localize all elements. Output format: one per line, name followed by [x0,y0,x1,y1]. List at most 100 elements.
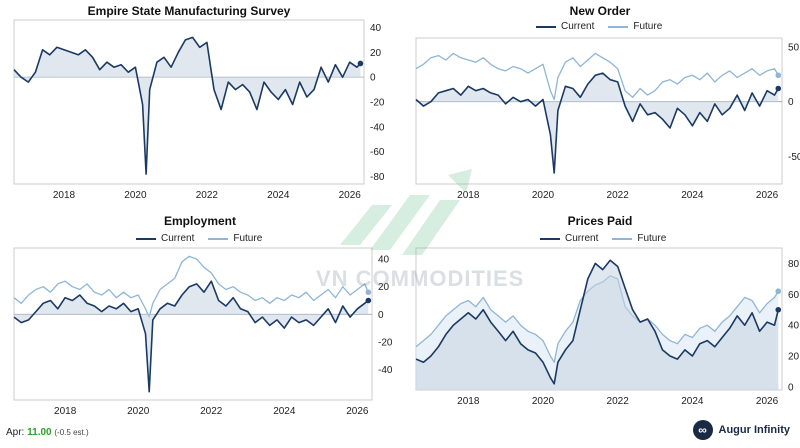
plot-prices-paid: 2018 2020 2022 2024 2026 80 60 40 20 0 [415,247,800,407]
series-last-point-future [775,72,782,79]
x-tick-label: 2024 [681,396,704,407]
plot-empire-state: 2018 2020 2022 2024 2026 40 20 0 -20 -40 -60 -80 [13,19,385,201]
series-line-future [13,255,369,318]
chart-title: Prices Paid [567,214,633,228]
plot-new-order: 2018 2020 2022 2024 2026 50 0 -50 [415,37,800,201]
y-tick-label: -50 [788,152,800,163]
series-line-current [13,36,361,175]
x-tick-label: 2018 [457,190,480,201]
legend-future: Future [608,21,662,32]
series-line-current [415,259,780,385]
y-tick-label: 40 [370,23,382,34]
latest-label: Apr: [6,427,25,438]
plot-frame [415,37,783,185]
series-last-point-future [775,288,782,295]
y-tick-label: 80 [788,259,800,270]
x-tick-label: 2026 [756,190,779,201]
chart-legend: Current Future [540,233,666,244]
legend-swatch-current [536,25,556,28]
legend-label: Current [161,233,195,244]
x-tick-label: 2022 [200,406,223,417]
y-tick-label: -40 [370,122,385,133]
series-line-current [415,72,779,174]
x-tick-label: 2020 [127,406,150,417]
series-line-future [415,52,779,101]
chart-empire-state: Empire State Manufacturing Survey 2018 20… [0,0,400,210]
latest-value: Apr: 11.00 (-0.5 est.) [6,427,89,438]
legend-swatch-future [612,237,633,240]
latest-estimate: (-0.5 est.) [54,428,89,437]
y-tick-label: 0 [788,97,794,108]
legend-swatch-future [208,237,229,240]
chart-title: Employment [163,214,236,228]
y-tick-label: -40 [378,365,393,376]
series-last-point-current [775,85,782,92]
y-tick-label: 0 [378,310,384,321]
series-last-point-current [365,297,372,304]
x-tick-label: 2024 [681,190,704,201]
latest-number: 11.00 [27,427,52,438]
legend-future: Future [612,233,666,244]
plot-frame [13,247,373,401]
legend-label: Future [233,233,263,244]
x-tick-label: 2022 [607,396,630,407]
chart-new-order: New Order Current Future 2018 2020 2022 202… [400,0,800,210]
x-tick-label: 2026 [339,190,362,201]
x-tick-label: 2024 [273,406,296,417]
x-tick-label: 2022 [196,190,219,201]
series-last-point-future [365,289,372,296]
chart-title: New Order [569,4,631,18]
legend-current: Current [540,233,598,244]
legend-label: Future [633,21,663,32]
y-tick-label: 40 [378,255,390,266]
y-tick-label: 20 [788,352,800,363]
brand-name: Augur Infinity [718,424,791,436]
y-tick-label: 0 [788,382,794,393]
chart-prices-paid: Prices Paid Current Future 2018 2020 2022 2… [400,210,800,420]
legend-swatch-future [608,25,629,28]
x-tick-label: 2026 [756,396,779,407]
x-tick-label: 2020 [532,190,555,201]
y-tick-label: -60 [370,147,385,158]
legend-label: Future [637,233,667,244]
chart-title: Empire State Manufacturing Survey [87,4,291,18]
y-tick-label: 60 [788,290,800,301]
brand: ∞ Augur Infinity [692,420,791,440]
y-tick-label: 40 [788,321,800,332]
x-tick-label: 2026 [346,406,369,417]
legend-swatch-current [136,237,156,240]
x-tick-label: 2020 [124,190,147,201]
watermark-text: VN COMMODITIES [316,266,525,291]
legend-swatch-current [540,237,560,240]
y-tick-label: 50 [788,42,800,53]
x-tick-label: 2018 [457,396,480,407]
series-last-point-current [775,306,782,313]
legend-future: Future [208,233,262,244]
chart-legend: Current Future [536,21,662,32]
chart-legend: Current Future [136,233,262,244]
y-tick-label: 20 [378,282,390,293]
legend-label: Current [565,233,599,244]
x-tick-label: 2018 [53,190,76,201]
watermark-arrow-graphic [340,169,472,255]
y-tick-label: -80 [370,172,385,183]
y-tick-label: -20 [370,98,385,109]
y-tick-label: 20 [370,48,382,59]
series-last-point-current [357,60,364,67]
x-tick-label: 2020 [532,396,555,407]
chart-employment: Employment Current Future 2018 2020 2022 20… [0,210,400,420]
series-line-current [13,280,369,393]
y-tick-label: -20 [378,337,393,348]
x-tick-label: 2024 [267,190,290,201]
legend-label: Current [561,21,595,32]
x-tick-label: 2022 [607,190,630,201]
x-tick-label: 2018 [54,406,77,417]
infinity-icon: ∞ [692,420,713,440]
series-area-current [14,281,369,392]
plot-employment: 2018 2020 2022 2024 2026 40 20 0 -20 -40 [13,247,393,417]
plot-frame [13,19,365,185]
y-tick-label: 0 [370,73,376,84]
series-area-current [14,37,361,175]
series-area-current [416,73,779,173]
series-area-current [416,260,779,390]
